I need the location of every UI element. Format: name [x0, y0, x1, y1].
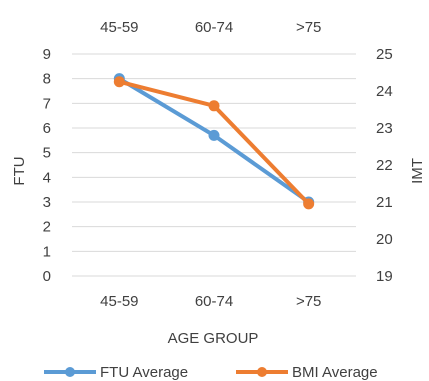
- bottom-category-label: 60-74: [195, 293, 233, 310]
- data-point-ftu: [208, 129, 220, 141]
- left-axis-ticks: 0 1 2 3 4 5 6 7 8 9: [43, 46, 51, 285]
- right-tick-label: 22: [376, 157, 393, 174]
- left-tick-label: 4: [43, 169, 51, 186]
- right-tick-label: 25: [376, 46, 393, 63]
- bottom-category-label: >75: [296, 293, 321, 310]
- left-tick-label: 5: [43, 145, 51, 162]
- grid-lines: [72, 53, 356, 277]
- right-tick-label: 24: [376, 83, 393, 100]
- data-point-bmi: [208, 100, 220, 112]
- legend: FTU Average BMI Average: [44, 364, 378, 381]
- left-tick-label: 6: [43, 120, 51, 137]
- top-category-ticks: 45-59 60-74 >75: [100, 19, 321, 36]
- left-axis-title: FTU: [11, 156, 28, 185]
- x-axis-title: AGE GROUP: [168, 330, 259, 347]
- left-tick-label: 9: [43, 46, 51, 63]
- series-line-bmi: [117, 79, 311, 206]
- left-tick-label: 3: [43, 194, 51, 211]
- data-point-bmi: [113, 76, 125, 88]
- data-point-bmi: [303, 198, 315, 210]
- legend-label-bmi: BMI Average: [292, 364, 378, 381]
- top-category-label: >75: [296, 19, 321, 36]
- top-category-label: 45-59: [100, 19, 138, 36]
- right-tick-label: 23: [376, 120, 393, 137]
- left-tick-label: 7: [43, 95, 51, 112]
- legend-item-bmi: BMI Average: [236, 364, 378, 381]
- right-tick-label: 20: [376, 231, 393, 248]
- right-tick-label: 19: [376, 268, 393, 285]
- series-layer: [113, 73, 315, 210]
- left-tick-label: 0: [43, 268, 51, 285]
- right-axis-ticks: 19 20 21 22 23 24 25: [376, 46, 393, 285]
- bottom-category-ticks: 45-59 60-74 >75: [100, 293, 321, 310]
- left-tick-label: 2: [43, 219, 51, 236]
- legend-item-ftu: FTU Average: [44, 364, 188, 381]
- right-tick-label: 21: [376, 194, 393, 211]
- legend-label-ftu: FTU Average: [100, 364, 188, 381]
- left-tick-label: 1: [43, 243, 51, 260]
- legend-marker-ftu: [65, 367, 75, 377]
- bottom-category-label: 45-59: [100, 293, 138, 310]
- top-category-label: 60-74: [195, 19, 233, 36]
- left-tick-label: 8: [43, 71, 51, 88]
- right-axis-title: IMT: [409, 158, 426, 184]
- legend-marker-bmi: [257, 367, 267, 377]
